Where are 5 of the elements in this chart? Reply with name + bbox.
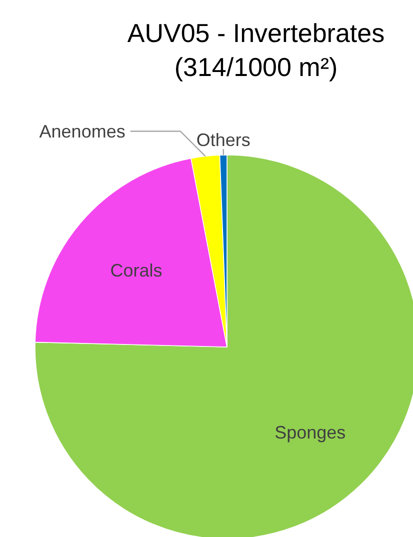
slice-label: Corals [110, 260, 162, 280]
chart-title: AUV05 - Invertebrates (314/1000 m²) [127, 18, 385, 82]
slice-label: Others [196, 130, 250, 150]
slice-label: Sponges [274, 422, 346, 443]
slice-label: Anenomes [39, 122, 126, 142]
